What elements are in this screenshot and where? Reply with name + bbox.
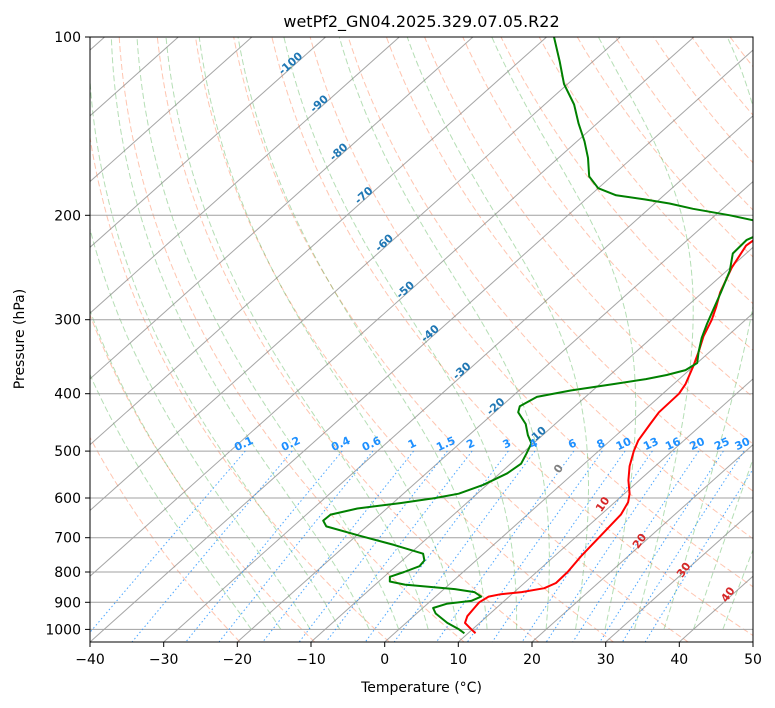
isotherm — [236, 180, 753, 642]
x-tick-label: 0 — [380, 652, 389, 668]
isotherm — [90, 37, 547, 446]
mixing-ratio-line — [491, 450, 626, 642]
isotherm — [163, 115, 753, 642]
plot-area-data — [322, 37, 753, 635]
mixing-ratio-line — [185, 450, 343, 642]
mixing-ratio-line — [572, 450, 700, 642]
dry-adiabat — [156, 37, 540, 642]
mixing-ratio-line — [545, 450, 675, 642]
dry-adiabat — [233, 37, 689, 642]
mixing-ratio-line — [131, 450, 293, 642]
mixing-ratio-label: 20 — [688, 435, 708, 453]
dry-adiabat — [347, 37, 753, 540]
x-tick-label: 40 — [670, 652, 688, 668]
mixing-ratio-line — [298, 450, 448, 642]
moist-adiabat — [165, 37, 429, 630]
axes: −40 −30 −20 −10 0 10 20 30 40 50 100 200 300 400 500 60… — [45, 30, 762, 668]
x-tick-label: 50 — [744, 652, 762, 668]
temperature-profile — [464, 239, 753, 635]
mixing-ratio-label: 25 — [712, 435, 731, 453]
mixing-ratio-label: 13 — [641, 435, 660, 453]
mixing-ratio-line — [467, 450, 603, 642]
dry-adiabat — [462, 37, 753, 398]
isotherm — [90, 37, 326, 249]
plot-area-grid — [90, 37, 753, 642]
moist-adiabat — [338, 37, 550, 630]
x-tick-label: 20 — [523, 652, 541, 668]
mixing-ratio-label: 30 — [733, 435, 753, 453]
mixing-ratio-line — [393, 450, 536, 642]
isotherm — [531, 444, 753, 642]
x-tick-label: −20 — [223, 652, 253, 668]
isotherm — [605, 509, 753, 642]
moist-adiabat — [692, 457, 753, 630]
y-tick-label: 300 — [54, 313, 81, 329]
y-tick-label: 800 — [54, 565, 81, 581]
moist-adiabat — [90, 309, 282, 630]
y-tick-label: 500 — [54, 444, 81, 460]
x-tick-label: 10 — [449, 652, 467, 668]
y-tick-label: 100 — [54, 30, 81, 46]
isotherm — [90, 37, 253, 183]
y-tick-label: 900 — [54, 595, 81, 611]
y-tick-label: 700 — [54, 531, 81, 547]
moist-adiabat — [406, 37, 589, 630]
moist-adiabat — [90, 74, 341, 630]
y-tick-label: 200 — [54, 208, 81, 224]
dry-adiabat — [90, 313, 316, 642]
moist-adiabat — [110, 37, 370, 630]
moist-adiabat — [136, 37, 400, 630]
dry-adiabat — [271, 37, 753, 637]
isotherm — [90, 37, 621, 512]
moist-adiabat — [283, 37, 518, 630]
mixing-ratio-line — [218, 450, 374, 642]
isotherm — [384, 312, 753, 642]
isotherm — [90, 37, 695, 577]
mixing-ratio-line — [364, 450, 509, 642]
dry-adiabat — [500, 37, 753, 351]
isotherm — [310, 246, 753, 642]
y-tick-label: 1000 — [45, 622, 81, 638]
isotherm — [90, 49, 753, 642]
x-tick-label: −30 — [149, 652, 179, 668]
dry-adiabat — [194, 37, 614, 642]
moist-adiabat — [198, 37, 459, 630]
mixing-ratio-line — [262, 450, 414, 642]
y-tick-label: 400 — [54, 387, 81, 403]
x-tick-label: −10 — [296, 652, 326, 668]
y-tick-label: 600 — [54, 491, 81, 507]
mixing-ratio-label: 16 — [663, 435, 683, 453]
moist-adiabat — [90, 227, 311, 630]
mixing-ratio-label: 10 — [614, 435, 634, 453]
dry-adiabat — [90, 134, 390, 642]
x-tick-label: 30 — [597, 652, 615, 668]
isotherm — [90, 37, 474, 380]
dewpoint-profile — [322, 37, 753, 635]
x-axis-label: Temperature (°C) — [360, 680, 482, 696]
x-tick-label: −40 — [75, 652, 105, 668]
moist-adiabat — [597, 37, 694, 630]
moist-adiabat — [237, 37, 488, 630]
y-axis-label: Pressure (hPa) — [12, 289, 28, 389]
moist-adiabat — [491, 37, 637, 630]
mixing-ratio-line — [90, 450, 246, 634]
chart-title: wetPf2_GN04.2025.329.07.05.R22 — [283, 12, 559, 32]
isotherm — [457, 378, 753, 642]
plot-frame — [89, 36, 754, 643]
dry-adiabat — [118, 37, 465, 642]
isotherm — [90, 37, 400, 314]
